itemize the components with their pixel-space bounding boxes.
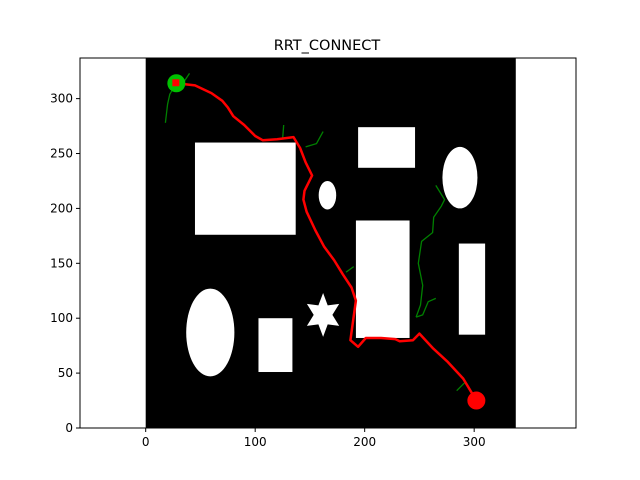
y-tick-label-50: 50	[58, 366, 73, 380]
obstacle-ellipse-5	[318, 180, 337, 210]
chart-title: RRT_CONNECT	[274, 38, 381, 54]
goal-marker	[467, 391, 486, 410]
y-tick-label-250: 250	[50, 147, 73, 161]
x-tick-label-200: 200	[353, 435, 376, 449]
axes-frame	[79, 57, 577, 429]
y-tick-label-100: 100	[50, 311, 73, 325]
y-tick-label-0: 0	[65, 421, 73, 435]
axes: 0 100 200 300 0 50 100 150 200 250 300	[50, 57, 577, 449]
tree-branch-5	[415, 185, 446, 318]
obstacle-rect-4	[258, 318, 293, 373]
obstacle-ellipse-7	[186, 288, 235, 377]
y-tick-label-150: 150	[50, 256, 73, 270]
obstacle-rect-2	[355, 220, 410, 338]
x-tick-label-300: 300	[463, 435, 486, 449]
tree-branch-3	[305, 131, 324, 148]
y-tick-label-300: 300	[50, 92, 73, 106]
tree-branch-6	[415, 297, 437, 318]
obstacle-ellipse-6	[442, 146, 478, 209]
start-path-node	[172, 79, 180, 87]
obstacle-rect-1	[358, 127, 416, 168]
path-line	[176, 82, 478, 402]
obstacle-star-8	[306, 293, 340, 337]
x-tick-label-0: 0	[142, 435, 150, 449]
y-tick-label-200: 200	[50, 201, 73, 215]
obstacle-rect-0	[194, 142, 296, 235]
obstacle-rect-3	[458, 243, 486, 335]
tree-branch-2	[281, 124, 285, 140]
plot-area	[145, 58, 516, 428]
tree-branch-7	[456, 381, 466, 392]
tree-branch-4	[345, 266, 355, 273]
x-tick-label-100: 100	[244, 435, 267, 449]
